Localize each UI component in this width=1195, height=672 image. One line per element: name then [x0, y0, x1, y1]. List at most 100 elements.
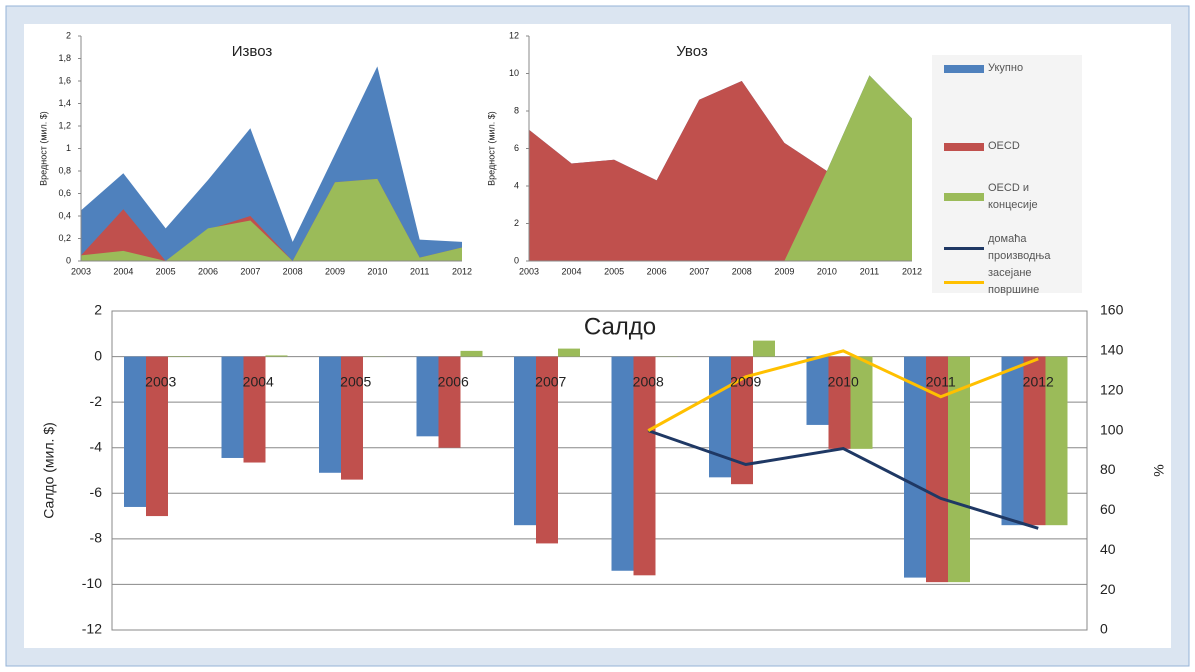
y-tick-label: 12 [509, 30, 519, 40]
x-tick-label: 2008 [633, 373, 664, 389]
bar [1045, 356, 1068, 526]
x-tick-label: 2010 [817, 266, 837, 276]
y2-axis-label: % [1151, 464, 1167, 476]
legend-swatch [944, 142, 984, 151]
bar [243, 356, 266, 463]
chart-title: Салдо [584, 313, 656, 340]
x-tick-label: 2008 [732, 266, 752, 276]
y-tick-label: 1,6 [58, 75, 71, 85]
x-tick-label: 2003 [145, 373, 176, 389]
x-tick-label: 2010 [367, 266, 387, 276]
x-tick-label: 2006 [647, 266, 667, 276]
bar [948, 356, 970, 583]
y-tick-label: 8 [514, 105, 519, 115]
y-tick-label: 1,8 [58, 53, 71, 63]
x-tick-label: 2012 [452, 266, 472, 276]
chart-title: Извоз [232, 43, 273, 60]
x-tick-label: 2005 [156, 266, 176, 276]
bar [1001, 356, 1024, 526]
legend-item: домаћа производња [944, 231, 1078, 265]
bar [265, 355, 288, 357]
y-tick-label: 1,2 [58, 120, 71, 130]
bar [438, 356, 461, 448]
x-tick-label: 2008 [283, 266, 303, 276]
y2-tick-label: 140 [1100, 342, 1124, 358]
legend-item: засејане површине [944, 265, 1078, 299]
x-tick-label: 2011 [410, 266, 429, 276]
bar [753, 340, 775, 357]
y-tick-label: 1,4 [58, 98, 71, 108]
line [647, 429, 1039, 530]
legend-item: Укупно [944, 60, 1078, 77]
y2-tick-label: 0 [1100, 621, 1108, 637]
x-tick-label: 2006 [198, 266, 218, 276]
y2-tick-label: 40 [1100, 541, 1116, 557]
y-tick-label: 0 [514, 255, 519, 265]
y-tick-label: 0,4 [58, 210, 71, 220]
y-tick-label: -10 [82, 575, 102, 591]
y2-tick-label: 60 [1100, 501, 1116, 517]
x-tick-label: 2006 [438, 373, 469, 389]
chart-title: Увоз [676, 43, 708, 60]
bar [146, 356, 168, 517]
bar [319, 356, 341, 473]
x-tick-label: 2010 [828, 373, 859, 389]
legend-swatch [944, 280, 984, 284]
x-tick-label: 2012 [1023, 373, 1054, 389]
y-tick-label: 1 [66, 143, 71, 153]
y2-tick-label: 80 [1100, 461, 1116, 477]
y2-tick-label: 120 [1100, 381, 1124, 397]
y-tick-label: 2 [66, 30, 71, 40]
bar [124, 356, 146, 507]
x-tick-label: 2004 [113, 266, 133, 276]
legend-label: домаћа производња [988, 233, 1051, 262]
bar [341, 356, 363, 480]
legend-swatch [944, 193, 984, 201]
x-tick-label: 2004 [243, 373, 274, 389]
x-tick-label: 2003 [519, 266, 539, 276]
x-tick-label: 2005 [604, 266, 624, 276]
x-tick-label: 2004 [562, 266, 582, 276]
y-tick-label: 6 [514, 143, 519, 153]
x-tick-label: 2011 [860, 266, 879, 276]
y-tick-label: 2 [94, 302, 102, 318]
x-tick-label: 2009 [774, 266, 794, 276]
legend-swatch [944, 64, 984, 73]
bar [536, 356, 558, 544]
bar [828, 356, 851, 449]
y-tick-label: 4 [514, 180, 519, 190]
legend: Укупно OECD OECD и концесије домаћа произво… [932, 55, 1082, 296]
bar [926, 356, 948, 583]
x-tick-label: 2007 [535, 373, 566, 389]
area [81, 178, 462, 261]
y-tick-label: -4 [90, 438, 103, 454]
bar [806, 356, 829, 425]
bar [611, 356, 634, 571]
bar [850, 356, 873, 449]
bar [460, 350, 483, 357]
x-tick-label: 2005 [340, 373, 371, 389]
y-tick-label: 0 [66, 255, 71, 265]
x-tick-label: 2007 [689, 266, 709, 276]
y-axis-label: Салдо (мил. $) [41, 422, 57, 519]
x-tick-label: 2009 [730, 373, 761, 389]
y-tick-label: 10 [509, 68, 519, 78]
bar [1023, 356, 1046, 526]
y-tick-label: -8 [90, 530, 103, 546]
x-tick-label: 2012 [902, 266, 922, 276]
area [529, 75, 912, 261]
y-tick-label: 0,8 [58, 165, 71, 175]
plot-border [111, 310, 1088, 631]
y-tick-label: 0,6 [58, 188, 71, 198]
y-tick-label: 0,2 [58, 233, 71, 243]
legend-item: OECD и концесије [944, 180, 1078, 214]
legend-item: OECD [944, 138, 1078, 155]
y2-tick-label: 100 [1100, 421, 1124, 437]
y2-tick-label: 20 [1100, 581, 1116, 597]
bar [514, 356, 536, 526]
bar [731, 356, 753, 485]
line [647, 349, 1039, 432]
bar [633, 356, 656, 576]
x-tick-label: 2003 [71, 266, 91, 276]
